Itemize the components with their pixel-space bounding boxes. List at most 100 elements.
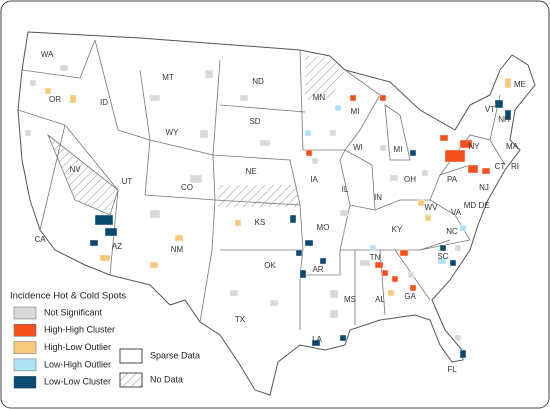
county-cell xyxy=(437,257,447,265)
county-cell xyxy=(304,239,314,247)
county-cell xyxy=(94,214,114,226)
county-cell xyxy=(409,149,417,157)
county-cell xyxy=(329,289,339,299)
legend-swatch xyxy=(13,375,37,389)
county-cell xyxy=(369,244,377,252)
county-cell xyxy=(459,139,473,149)
state-label: SC xyxy=(437,252,448,261)
state-label: RI xyxy=(511,162,519,171)
county-cell xyxy=(229,289,239,297)
state-label: TN xyxy=(370,253,381,262)
county-cell xyxy=(439,244,447,252)
county-cell xyxy=(374,261,384,269)
state-label: NC xyxy=(446,227,458,236)
state-label: IN xyxy=(374,193,382,202)
county-cell xyxy=(24,129,32,137)
no-data-area xyxy=(218,185,298,207)
state-label: MT xyxy=(162,73,174,82)
county-cell xyxy=(234,219,242,227)
county-cell xyxy=(349,94,357,102)
county-cell xyxy=(481,167,491,175)
county-cell xyxy=(329,129,337,137)
county-cell xyxy=(459,224,467,232)
state-label: CO xyxy=(181,183,193,192)
state-label: GA xyxy=(404,292,416,301)
state-label: NH xyxy=(498,115,510,124)
county-cell xyxy=(99,254,111,262)
county-cell xyxy=(199,129,209,139)
state-label: OK xyxy=(264,261,276,270)
state-label: WY xyxy=(166,128,180,137)
state-label: VA xyxy=(451,208,462,217)
legend-swatch xyxy=(13,358,37,372)
legend-label: High-High Cluster xyxy=(44,325,115,335)
state-label: NV xyxy=(69,165,81,174)
legend-swatch xyxy=(13,306,37,320)
county-cell xyxy=(29,79,37,87)
county-cell xyxy=(239,94,249,102)
state-label: IA xyxy=(310,175,318,184)
county-cell xyxy=(504,109,512,121)
legend-label: No Data xyxy=(150,374,183,384)
county-cell xyxy=(299,269,307,279)
state-label: ND xyxy=(252,77,264,86)
county-cell xyxy=(311,157,319,165)
state-label: MS xyxy=(344,295,356,304)
county-cell xyxy=(89,239,99,247)
legend-items: Not Significant High-High Cluster High-Low… xyxy=(13,306,115,389)
county-cell xyxy=(304,129,312,137)
county-cell xyxy=(104,227,118,237)
county-cells xyxy=(24,64,512,359)
county-cell xyxy=(334,104,342,112)
state-label: PA xyxy=(447,175,458,184)
no-data-area xyxy=(305,55,345,100)
county-cell xyxy=(295,249,303,257)
county-cell xyxy=(149,261,159,269)
county-cell xyxy=(174,234,184,242)
state-label: TX xyxy=(235,315,246,324)
county-cell xyxy=(204,69,214,79)
county-cell xyxy=(269,299,279,307)
county-cell xyxy=(439,134,449,142)
state-label: NM xyxy=(171,245,184,254)
county-cell xyxy=(339,209,349,217)
state-label: CT xyxy=(495,162,506,171)
state-label: FL xyxy=(447,365,457,374)
county-cell xyxy=(359,259,371,267)
state-label: OR xyxy=(49,95,61,104)
county-cell xyxy=(424,214,432,222)
state-label: NY xyxy=(468,142,480,151)
county-cell xyxy=(189,174,203,184)
county-cell xyxy=(319,257,327,265)
county-cell xyxy=(259,139,271,147)
county-cell xyxy=(449,259,457,267)
state-label: OH xyxy=(404,175,416,184)
county-cell xyxy=(409,284,417,292)
county-cell xyxy=(417,199,425,207)
county-cell xyxy=(421,169,429,177)
county-cell xyxy=(379,144,387,152)
county-cell xyxy=(379,94,387,102)
state-label: LA xyxy=(312,335,322,344)
legend-label: Low-High Outlier xyxy=(44,359,111,369)
county-cell xyxy=(149,209,161,219)
state-label: UT xyxy=(122,177,133,186)
legend-label: Low-Low Cluster xyxy=(44,377,111,387)
state-label: ID xyxy=(100,98,108,107)
legend: Incidence Hot & Cold Spots Not Significa… xyxy=(10,291,200,389)
state-label: DE xyxy=(478,201,489,210)
state-label: CA xyxy=(34,235,46,244)
county-cell xyxy=(444,149,466,163)
legend-swatch xyxy=(13,341,37,354)
legend-label: High-Low Outlier xyxy=(44,342,111,352)
state-label: IL xyxy=(342,185,349,194)
county-cell xyxy=(454,244,462,252)
state-label: NJ xyxy=(479,183,489,192)
state-label: MO xyxy=(317,223,330,232)
state-label: VT xyxy=(485,105,495,114)
county-cell xyxy=(149,94,161,102)
county-cell xyxy=(454,334,462,342)
county-cell xyxy=(59,64,69,72)
state-label: MN xyxy=(313,93,326,102)
